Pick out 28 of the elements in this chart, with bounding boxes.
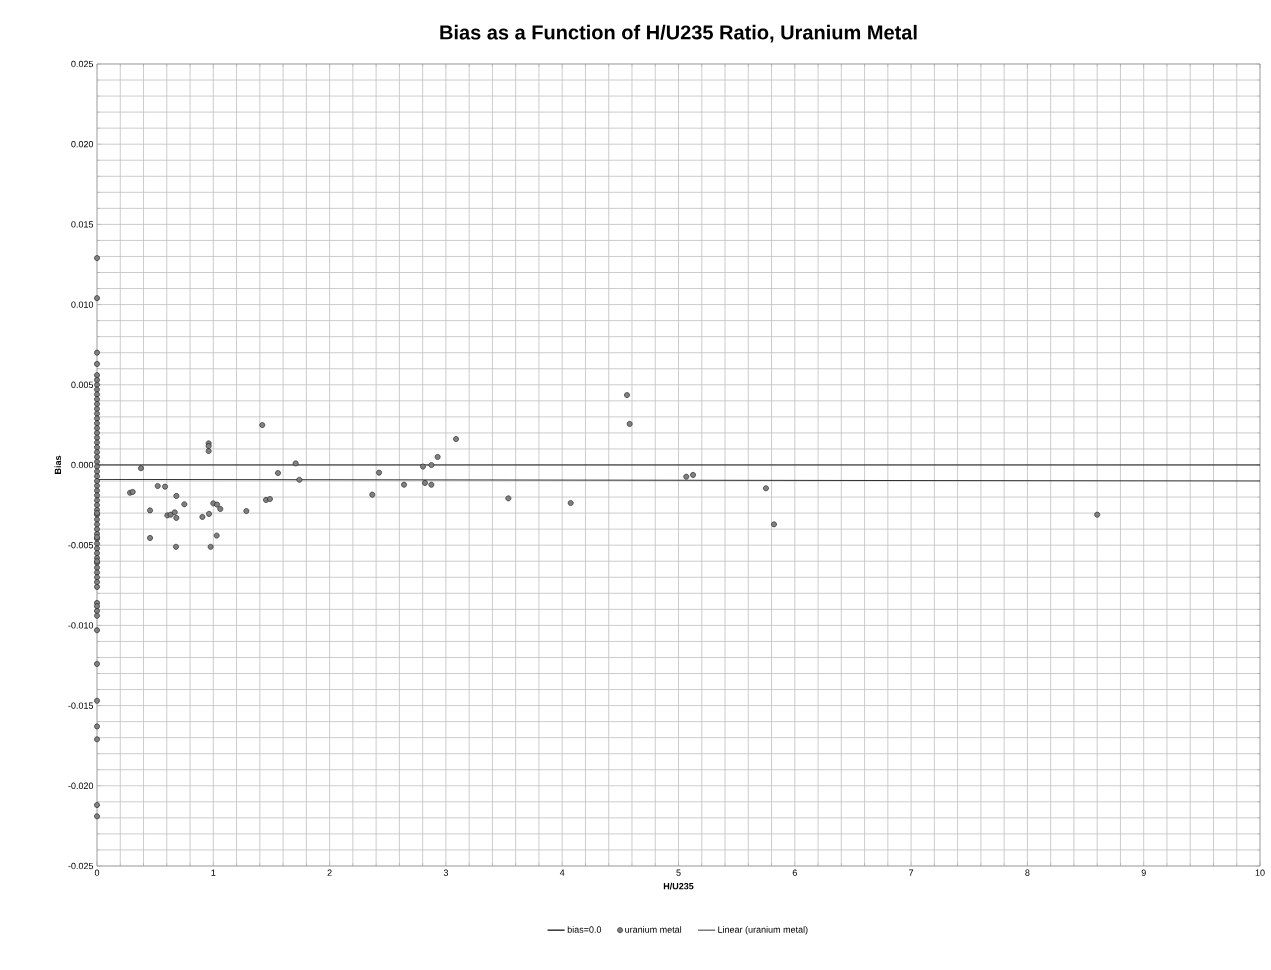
- x-tick-label: 5: [676, 869, 681, 876]
- y-tick-label: 0.005: [71, 381, 94, 388]
- chart-title: Bias as a Function of H/U235 Ratio, Uranium Metal: [440, 24, 917, 43]
- y-tick-label: 0.025: [71, 60, 94, 68]
- x-tick-label: 0: [94, 869, 100, 876]
- legend-label: bias=0.0: [567, 926, 602, 933]
- y-tick-label: 0.020: [71, 141, 94, 148]
- y-tick-label: -0.005: [68, 542, 94, 549]
- y-tick-label: 0.015: [71, 221, 94, 228]
- x-tick-label: 1: [211, 869, 216, 876]
- legend-label: uranium metal: [625, 926, 682, 933]
- x-tick-label: 9: [1141, 869, 1146, 876]
- x-tick-label: 2: [327, 869, 332, 876]
- x-tick-label: 6: [792, 869, 797, 876]
- y-axis-title: Bias: [54, 455, 62, 474]
- y-tick-label: 0.000: [71, 461, 94, 469]
- y-tick-label: -0.025: [68, 862, 94, 870]
- x-tick-label: 8: [1025, 869, 1030, 876]
- x-tick-label: 10: [1255, 869, 1265, 876]
- legend-label: Linear (uranium metal): [718, 926, 808, 935]
- y-tick-label: -0.010: [68, 622, 94, 629]
- x-axis-title: H/U235: [663, 882, 694, 890]
- x-tick-label: 7: [909, 869, 914, 876]
- y-tick-label: -0.015: [68, 702, 94, 709]
- x-tick-label: 3: [443, 869, 449, 876]
- y-tick-label: -0.020: [68, 782, 94, 789]
- x-tick-label: 4: [559, 869, 565, 876]
- y-tick-label: 0.010: [71, 301, 94, 308]
